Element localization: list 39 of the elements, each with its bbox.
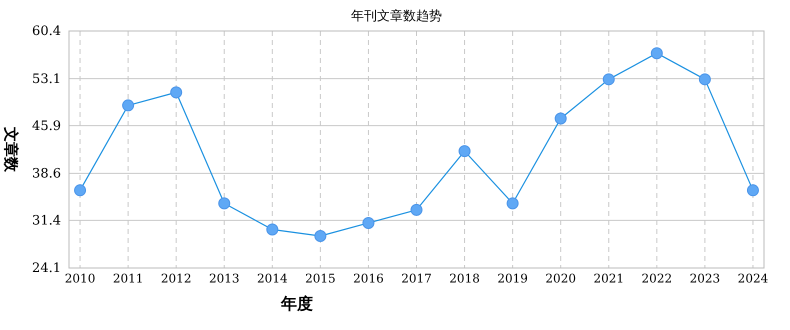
point <box>362 216 374 229</box>
point <box>266 223 278 236</box>
point <box>458 145 471 158</box>
x-tick-label: 2020 <box>545 272 576 286</box>
x-axis-title: 年度 <box>280 294 313 313</box>
x-tick-label: 2011 <box>112 272 144 286</box>
x-tick-label: 2014 <box>257 272 288 286</box>
point <box>506 197 519 210</box>
y-axis-title: 文章数 <box>2 126 20 173</box>
point <box>746 184 759 196</box>
point <box>554 112 567 124</box>
x-tick-label: 2022 <box>642 272 672 286</box>
point <box>314 230 326 242</box>
x-tick-label: 2021 <box>593 272 624 286</box>
y-tick-label: 24.1 <box>32 261 61 276</box>
x-tick-label: 2013 <box>208 272 240 286</box>
point <box>650 47 663 60</box>
point <box>170 86 182 98</box>
point <box>410 204 422 216</box>
y-tick-label: 31.4 <box>32 214 61 228</box>
x-tick-label: 2018 <box>449 272 480 286</box>
x-tick-label: 2019 <box>497 272 528 286</box>
y-tick-label: 53.1 <box>32 72 61 87</box>
point <box>698 73 711 86</box>
x-tick-label: 2015 <box>305 272 336 286</box>
y-tick-label: 45.9 <box>32 118 61 134</box>
point <box>74 184 86 196</box>
chart-title: 年刊文章数趋势 <box>351 9 442 24</box>
x-tick-label: 2024 <box>738 272 769 286</box>
x-tick-label: 2023 <box>690 272 720 286</box>
point <box>602 73 615 86</box>
y-tick-label: 60.4 <box>32 24 61 40</box>
x-tick-label: 2017 <box>401 272 432 286</box>
point <box>122 99 134 112</box>
x-tick-label: 2016 <box>353 272 384 286</box>
point <box>218 197 230 210</box>
x-tick-label: 2012 <box>160 272 192 286</box>
x-tick-label: 2010 <box>64 272 96 286</box>
y-tick-label: 38.6 <box>32 166 61 182</box>
